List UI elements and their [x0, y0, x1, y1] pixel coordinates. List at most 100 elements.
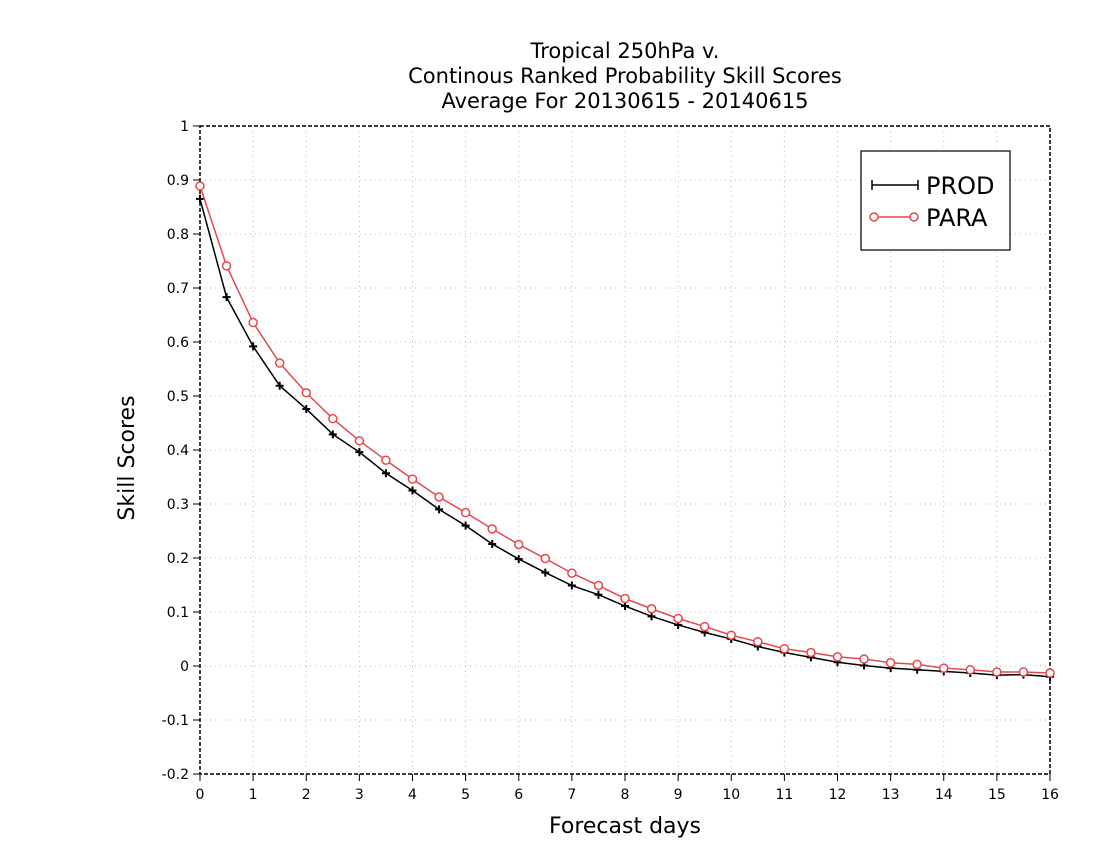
point-para — [753, 636, 763, 647]
point-prod — [328, 430, 337, 439]
point-para — [620, 593, 630, 604]
point-para — [992, 667, 1002, 677]
legend-box — [860, 150, 1011, 251]
legend-marker-para-right — [909, 212, 919, 222]
point-para — [779, 643, 790, 654]
y-tick-label: 0.6 — [167, 335, 189, 351]
point-para — [726, 630, 736, 640]
x-tick-label: 14 — [935, 787, 953, 803]
x-tick-label: 12 — [829, 787, 847, 803]
point-para — [1018, 667, 1029, 677]
point-para — [514, 539, 524, 550]
point-para — [673, 613, 683, 624]
point-para — [939, 663, 949, 673]
x-tick-label: 2 — [302, 787, 311, 803]
legend-marker-para-left — [869, 212, 879, 222]
chart-title: Tropical 250hPa v. Continous Ranked Prob… — [408, 39, 842, 113]
x-tick-label: 9 — [674, 787, 683, 803]
legend-label-para: PARA — [926, 204, 988, 232]
y-axis: -0.2 -0.1 0 0.1 0.2 0.3 0.4 0.5 0.6 0.7 0.8 0.9 1 — [162, 119, 200, 783]
x-tick-label: 1 — [249, 787, 258, 803]
point-prod — [621, 602, 629, 611]
point-prod — [302, 404, 311, 413]
series-prod — [196, 194, 1054, 681]
x-tick-label: 15 — [988, 787, 1006, 803]
y-tick-label: -0.1 — [162, 713, 189, 729]
title-line-2: Continous Ranked Probability Skill Score… — [408, 64, 842, 88]
point-para — [354, 436, 365, 446]
point-prod — [461, 521, 470, 530]
x-tick-label: 0 — [196, 787, 205, 803]
point-prod — [567, 581, 576, 590]
point-para — [832, 652, 843, 662]
y-tick-label: 0 — [180, 659, 189, 675]
point-prod — [355, 448, 364, 457]
point-prod — [435, 505, 444, 514]
point-para — [1045, 668, 1055, 678]
point-para — [221, 261, 232, 271]
legend-marker-prod — [871, 180, 919, 190]
point-para — [460, 507, 471, 518]
point-para — [248, 317, 258, 328]
point-para — [965, 665, 976, 675]
point-prod — [275, 381, 284, 390]
point-para — [593, 580, 604, 591]
y-tick-label: 0.2 — [167, 551, 189, 567]
legend: PROD PARA — [860, 150, 1011, 251]
point-prod — [408, 486, 417, 495]
point-prod — [594, 590, 603, 599]
y-tick-label: 0.5 — [167, 389, 189, 405]
x-tick-label: 6 — [514, 787, 523, 803]
point-para — [646, 604, 657, 614]
title-line-3: Average For 20130615 - 20140615 — [441, 89, 808, 113]
y-axis-label: Skill Scores — [115, 395, 140, 520]
point-prod — [647, 612, 656, 621]
x-tick-label: 11 — [775, 787, 793, 803]
x-tick-label: 7 — [567, 787, 576, 803]
point-prod — [222, 293, 231, 302]
x-axis: 0 1 2 3 4 5 6 7 8 9 10 11 12 13 14 15 16 — [196, 774, 1059, 803]
x-tick-label: 4 — [408, 787, 417, 803]
point-para — [699, 621, 710, 632]
x-tick-label: 8 — [621, 787, 630, 803]
x-tick-label: 16 — [1041, 787, 1059, 803]
y-tick-label: 0.3 — [167, 497, 189, 513]
x-tick-label: 5 — [461, 787, 470, 803]
x-tick-label: 10 — [722, 787, 740, 803]
point-prod — [196, 194, 204, 203]
point-prod — [381, 469, 390, 478]
title-line-1: Tropical 250hPa v. — [530, 39, 720, 63]
point-para — [567, 568, 577, 578]
point-prod — [541, 568, 550, 577]
point-para — [806, 647, 816, 658]
series-para — [195, 181, 1055, 678]
y-tick-label: 0.1 — [167, 605, 189, 621]
point-prod — [488, 539, 497, 548]
x-axis-label: Forecast days — [549, 814, 701, 839]
y-tick-label: 0.9 — [167, 173, 189, 189]
point-para — [885, 658, 896, 668]
point-para — [301, 388, 311, 398]
point-para — [434, 492, 444, 502]
x-tick-label: 13 — [882, 787, 900, 803]
point-para — [381, 455, 391, 466]
x-tick-label: 3 — [355, 787, 364, 803]
point-para — [407, 474, 418, 484]
point-prod — [514, 555, 523, 564]
point-prod — [249, 342, 258, 351]
point-para — [540, 553, 551, 564]
point-para — [195, 181, 205, 191]
point-para — [328, 413, 338, 424]
point-para — [912, 659, 922, 670]
y-tick-label: 0.7 — [167, 281, 189, 297]
y-tick-label: 1 — [180, 119, 189, 135]
series-layer — [195, 181, 1055, 681]
y-tick-label: -0.2 — [162, 767, 189, 783]
point-para — [859, 654, 869, 664]
point-para — [274, 358, 285, 368]
point-para — [487, 524, 497, 534]
y-tick-label: 0.8 — [167, 227, 189, 243]
legend-label-prod: PROD — [926, 172, 995, 200]
y-tick-label: 0.4 — [167, 443, 189, 459]
